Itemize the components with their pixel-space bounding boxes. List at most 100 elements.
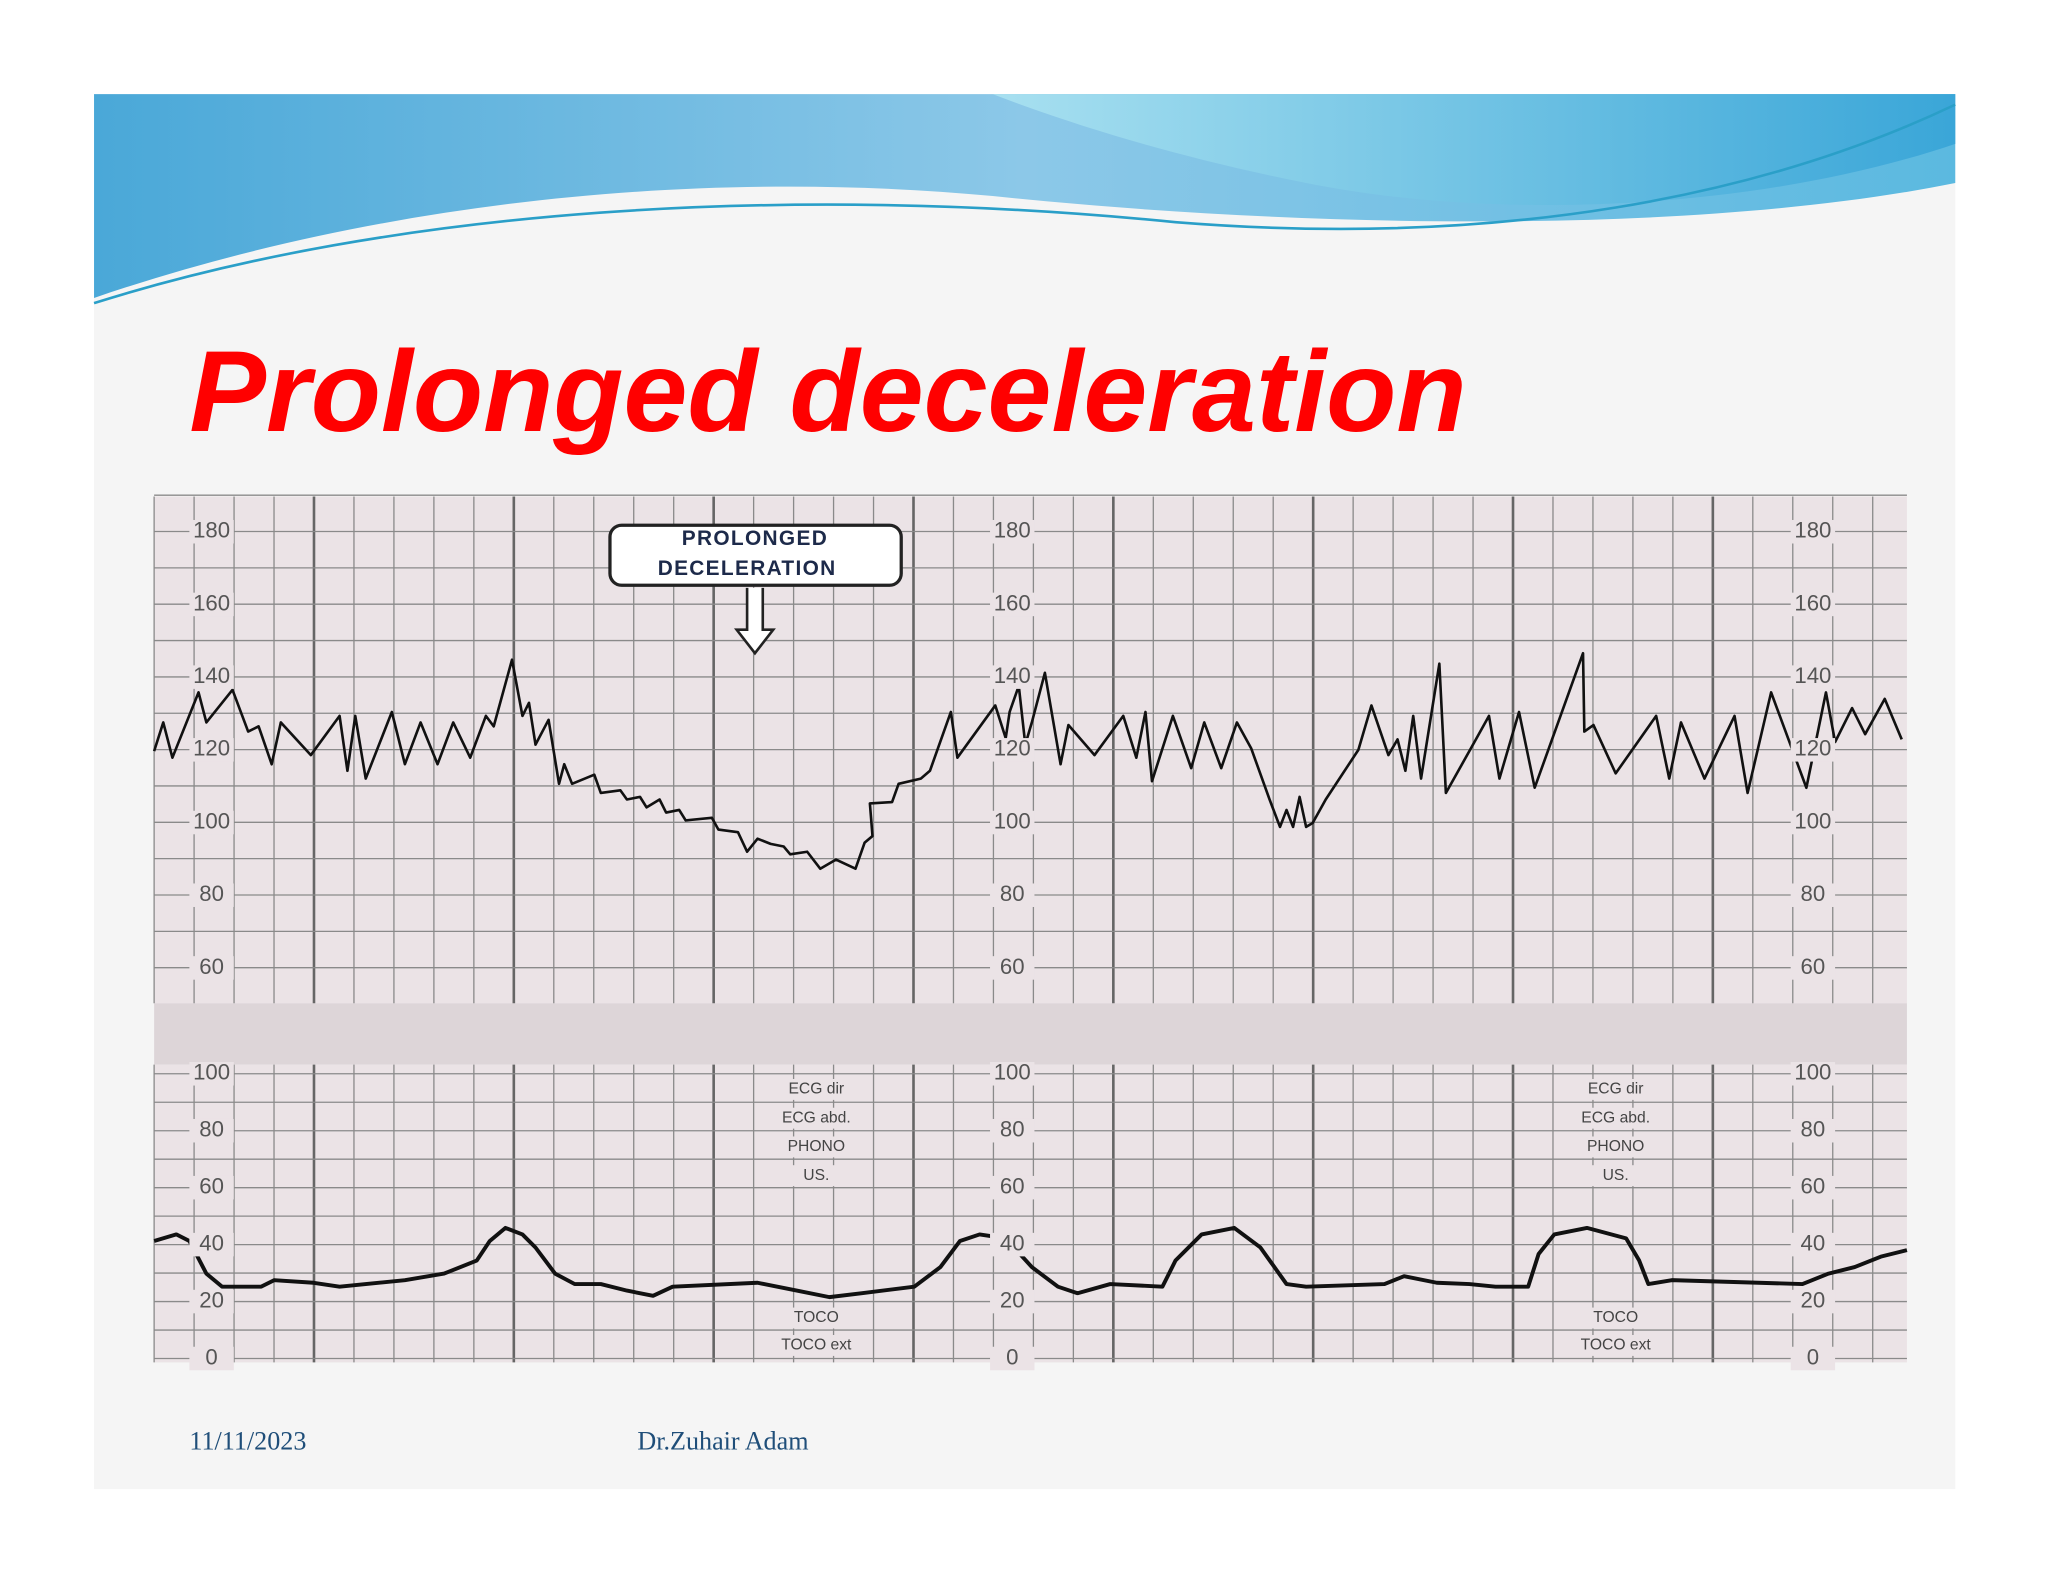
uc-tick-label: 40 [199,1230,224,1255]
fhr-tick-label: 180 [193,518,230,543]
uc-trace [153,1225,1908,1300]
label-bg [779,1307,853,1329]
uc-tick-label: 0 [1807,1344,1819,1369]
tick-bg [990,738,1035,762]
header-line [93,103,1956,305]
tick-bg [990,1175,1035,1200]
tick-bg [189,883,234,907]
callout-box [608,523,903,587]
tick-bg [189,1062,234,1086]
label-bg [1579,1079,1653,1100]
tick-bg [1790,810,1836,835]
fhr-tick-label: 80 [199,881,224,906]
tick-bg [1790,883,1836,907]
toco-label: TOCO ext [781,1337,852,1354]
label-bg [779,1335,853,1356]
transducer-label: PHONO [1587,1138,1644,1155]
fhr-tick-label: 60 [199,954,224,979]
tick-bg [990,1346,1035,1371]
uc-tick-label: 0 [205,1344,217,1369]
ctg-figure: PROLONGED DECELERATION 180 160 140 120 100 80… [152,494,1908,1371]
tick-bg [1790,738,1836,762]
fhr-tick-label: 180 [994,518,1031,543]
uc-tick-label: 40 [1801,1230,1826,1255]
callout-arrow [733,587,776,656]
tick-bg [990,1062,1035,1086]
tick-bg [189,592,234,617]
toco-label: TOCO ext [1581,1337,1652,1354]
tick-bg [189,1346,234,1371]
tick-bg [1790,1289,1836,1314]
tick-bg [189,665,234,689]
fhr-tick-label: 100 [193,808,230,833]
title: Prolonged deceleration [189,328,1466,456]
panel-gap [154,1003,1907,1065]
label-bg [779,1165,853,1187]
uc-tick-label: 60 [199,1174,224,1199]
tick-bg [990,1118,1035,1143]
label-bg [779,1107,853,1129]
tick-bg [990,1232,1035,1257]
uc-tick-label: 60 [1801,1174,1826,1199]
label-bg [779,1136,853,1158]
label-bg [1579,1107,1653,1129]
label-bg [1579,1165,1653,1187]
toco-label: TOCO [1593,1309,1638,1326]
tick-bg [189,738,234,762]
tick-bg [189,1175,234,1200]
uc-tick-label: 40 [1000,1230,1025,1255]
tick-bg [1790,1062,1836,1086]
fhr-tick-label: 80 [1000,881,1025,906]
tick-bg [990,592,1035,617]
tick-bg [1790,956,1836,980]
tick-bg [990,665,1035,689]
transducer-label: ECG abd. [1581,1109,1650,1126]
tick-bg [1790,1118,1836,1143]
fhr-tick-label: 80 [1801,881,1826,906]
callout-text: PROLONGED [682,527,828,550]
uc-tick-label: 100 [1794,1060,1831,1085]
tick-bg [189,810,234,835]
tick-bg [1790,519,1836,544]
tick-bg [1790,592,1836,617]
fhr-tick-label: 120 [193,736,230,761]
fhr-tick-label: 160 [994,590,1031,615]
footer-date: 11/11/2023 [189,1426,306,1455]
tick-bg [189,1289,234,1314]
tick-bg [189,1118,234,1143]
tick-bg [189,956,234,980]
uc-tick-label: 80 [1801,1117,1826,1142]
fhr-trace [152,651,1903,871]
tick-bg [1790,1175,1836,1200]
toco-label: TOCO [794,1309,839,1326]
transducer-label: US. [803,1167,829,1184]
tick-bg [990,956,1035,980]
header-wave-light [992,94,1956,206]
transducer-label: PHONO [788,1138,845,1155]
uc-tick-label: 100 [994,1060,1031,1085]
fhr-tick-label: 100 [994,808,1031,833]
uc-tick-label: 60 [1000,1174,1025,1199]
transducer-label: ECG dir [1588,1081,1644,1098]
uc-tick-label: 0 [1006,1344,1018,1369]
tick-bg [189,1232,234,1257]
fhr-tick-label: 160 [193,590,230,615]
fhr-tick-label: 60 [1801,954,1826,979]
tick-bg [990,519,1035,544]
fhr-tick-label: 120 [994,736,1031,761]
uc-tick-label: 20 [1801,1287,1826,1312]
fhr-tick-label: 140 [994,663,1031,688]
label-bg [1579,1307,1653,1329]
tick-bg [1790,665,1836,689]
label-bg [1579,1136,1653,1158]
fhr-tick-label: 120 [1794,736,1831,761]
fhr-tick-label: 160 [1794,590,1831,615]
fhr-tick-label: 180 [1794,518,1831,543]
fhr-tick-label: 140 [193,663,230,688]
transducer-label: US. [1603,1167,1629,1184]
tick-bg [1790,1232,1836,1257]
uc-tick-label: 20 [1000,1287,1025,1312]
tick-bg [990,810,1035,835]
label-bg [779,1079,853,1100]
